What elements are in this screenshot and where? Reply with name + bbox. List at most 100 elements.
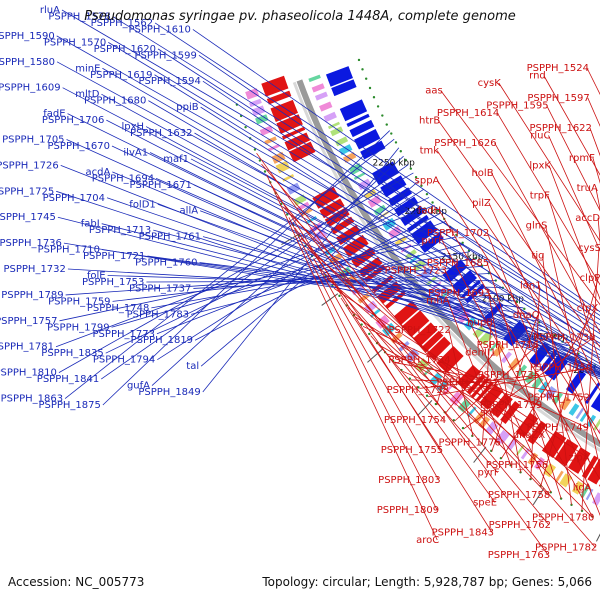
accession-text: Accession: NC_005773 xyxy=(8,575,144,589)
forward-leader-line xyxy=(145,126,600,373)
forward-gene-label: PSPPH_1705 xyxy=(2,135,64,146)
reverse-gene-label: PSPPH_1809 xyxy=(377,505,439,516)
scale-dot xyxy=(570,503,573,507)
forward-leader-line xyxy=(198,54,600,331)
forward-feature xyxy=(590,392,600,413)
scale-dot xyxy=(553,334,556,337)
scale-dot xyxy=(452,419,456,422)
cog-band-forward xyxy=(394,235,407,246)
forward-gene-label: ppiB xyxy=(176,102,198,113)
forward-gene-label: PSPPH_1799 xyxy=(47,322,109,333)
reverse-gene-label: PSPPH_1734 xyxy=(388,355,450,366)
forward-feature xyxy=(360,140,386,160)
scale-dot xyxy=(360,323,363,326)
cog-band-reverse xyxy=(259,125,274,136)
forward-feature xyxy=(400,205,425,226)
forward-leader-line xyxy=(101,93,600,368)
forward-leader-line xyxy=(194,132,600,370)
forward-feature xyxy=(354,129,381,150)
cog-band-reverse xyxy=(472,411,485,425)
cog-band-reverse xyxy=(520,447,531,460)
forward-gene-label: PSPPH_1760 xyxy=(135,258,197,269)
reverse-gene-label: PSPPH_1754 xyxy=(384,415,446,426)
reverse-leader-line xyxy=(486,232,600,517)
cog-band-reverse xyxy=(267,143,280,152)
reverse-gene-label: PSPPH_1693 xyxy=(428,288,490,299)
forward-leader-line xyxy=(202,147,400,393)
reverse-gene-label: PSPPH_1749 xyxy=(527,423,589,434)
cog-band-reverse xyxy=(255,114,269,125)
reverse-leader-line xyxy=(300,237,549,496)
reverse-gene-label: PSPPH_1723 xyxy=(385,265,447,276)
reverse-gene-label: PSPPH_1722 xyxy=(388,325,450,336)
cog-band-reverse xyxy=(559,473,573,488)
forward-leader-line xyxy=(156,220,447,335)
reverse-gene-label: clpX xyxy=(577,303,599,314)
forward-gene-label: PSPPH_1773 xyxy=(93,329,155,340)
reverse-feature xyxy=(475,381,494,402)
scale-dot xyxy=(263,170,267,173)
cog-band-forward xyxy=(575,407,585,420)
scale-dot xyxy=(390,132,393,135)
forward-gene-label: PSPPH_1748 xyxy=(87,303,149,314)
cog-band-reverse xyxy=(328,253,342,265)
forward-feature xyxy=(349,119,375,138)
cog-band-reverse xyxy=(571,480,584,495)
reverse-leader-line xyxy=(530,285,540,480)
scale-dot xyxy=(404,158,407,162)
reverse-gene-label: rnhA xyxy=(426,295,450,306)
scale-dot xyxy=(515,300,519,304)
reverse-leader-line xyxy=(542,255,572,505)
cog-band-reverse xyxy=(271,151,286,164)
reverse-gene-label: trpF xyxy=(530,190,550,201)
cog-band-forward xyxy=(373,204,387,216)
reverse-gene-label: pilZ xyxy=(472,198,491,209)
reverse-feature xyxy=(270,99,299,122)
reverse-gene-label: purF xyxy=(421,235,444,246)
kbp-label: 2200 kbp xyxy=(405,207,448,217)
forward-gene-label: PSPPH_1863 xyxy=(1,394,63,405)
cog-band-forward xyxy=(500,351,512,364)
cog-band-forward xyxy=(308,74,321,83)
cog-band-forward xyxy=(319,101,333,112)
forward-leader-line xyxy=(58,172,414,373)
kbp-tick xyxy=(473,446,487,463)
reverse-gene-label: dehII1 xyxy=(465,348,496,359)
reverse-feature xyxy=(541,430,567,459)
forward-gene-label: PSPPH_1671 xyxy=(129,180,191,191)
reverse-feature xyxy=(436,345,464,374)
cog-band-reverse xyxy=(466,406,477,418)
reverse-leader-line xyxy=(547,195,600,366)
forward-gene-label: acdA xyxy=(85,167,110,178)
cog-band-reverse xyxy=(405,348,420,363)
scale-dot xyxy=(461,241,464,244)
forward-gene-label: PSPPH_1761 xyxy=(139,232,201,243)
reverse-leader-line xyxy=(546,105,600,212)
forward-leader-line xyxy=(202,80,600,347)
forward-leader-line xyxy=(202,236,546,328)
reverse-gene-label: sppA xyxy=(415,175,440,186)
reverse-gene-label: tmk xyxy=(420,145,440,156)
reverse-gene-label: PSPPH_1614 xyxy=(437,108,499,119)
reverse-gene-label: rluC xyxy=(530,130,550,141)
forward-gene-label: lpxH xyxy=(122,122,145,133)
reverse-gene-label: rnd xyxy=(529,70,546,81)
reverse-gene-label: htrB xyxy=(419,115,440,126)
cog-band-forward xyxy=(593,418,600,431)
reverse-leader-line xyxy=(319,268,498,473)
forward-gene-label: PSPPH_1590 xyxy=(0,31,55,42)
scale-dot xyxy=(258,159,262,162)
forward-gene-label: PSPPH_1783 xyxy=(127,309,189,320)
reverse-leader-line xyxy=(378,344,499,413)
forward-gene-label: PSPPH_1694 xyxy=(92,173,154,184)
reverse-gene-label: accD xyxy=(575,213,600,224)
cog-band-forward xyxy=(559,396,572,411)
reverse-gene-label: lpxK xyxy=(529,160,551,171)
reverse-gene-label: PSPPH_1735 xyxy=(478,370,540,381)
reverse-leader-line xyxy=(282,206,593,518)
reverse-gene-label: PSPPH_1739 xyxy=(480,400,542,411)
forward-gene-label: allA xyxy=(180,206,199,217)
forward-feature xyxy=(584,382,600,405)
label-leader-lines xyxy=(55,9,600,556)
scale-dot xyxy=(381,114,384,117)
